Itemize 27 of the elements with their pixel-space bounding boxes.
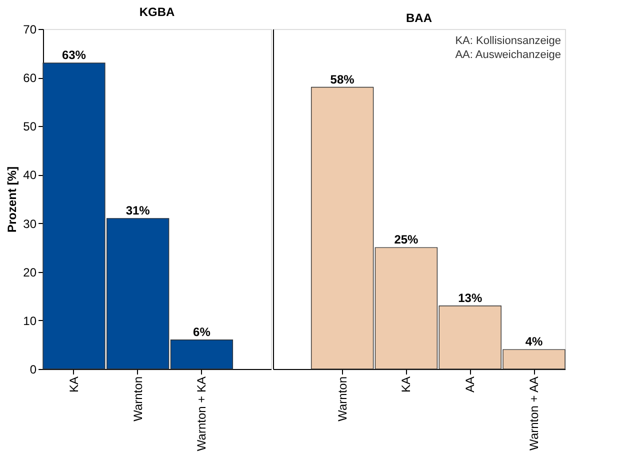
annotation: AA: Ausweichanzeige (455, 49, 561, 61)
chart-title: BAA (406, 11, 432, 25)
y-axis-title: Prozent [%] (5, 166, 20, 232)
data-label: 13% (458, 290, 482, 305)
y-tick-label: 70 (23, 22, 37, 36)
data-label: 25% (394, 232, 419, 247)
y-tick-label: 40 (23, 168, 37, 182)
annotation: KA: Kollisionsanzeige (455, 35, 561, 47)
data-label: 4% (525, 334, 544, 349)
x-tick-label: AA (463, 376, 478, 393)
data-label: 6% (193, 324, 211, 339)
y-tick-label: 30 (23, 216, 37, 231)
y-tick-label: 0 (30, 362, 37, 376)
y-tick-label: 50 (23, 120, 37, 134)
data-label: 58% (330, 72, 355, 86)
y-tick-label: 60 (23, 71, 37, 86)
x-tick-label: KA (399, 376, 414, 393)
x-tick-label: Warnton (335, 376, 350, 422)
x-tick-label: Warnton (130, 376, 145, 422)
y-tick-label: 10 (23, 314, 37, 328)
chart-title: KGBA (139, 5, 175, 19)
x-tick-label: Warnton + KA (194, 376, 209, 452)
data-label: 31% (126, 203, 150, 218)
data-label: 63% (62, 48, 86, 62)
x-tick-label: KA (66, 376, 81, 393)
y-tick-label: 20 (23, 265, 37, 280)
x-tick-label: Warnton + AA (527, 376, 542, 450)
